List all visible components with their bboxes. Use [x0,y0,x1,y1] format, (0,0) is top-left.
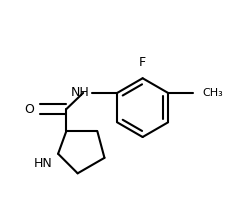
Text: CH₃: CH₃ [202,88,223,98]
Text: NH: NH [71,86,90,99]
Text: O: O [24,103,34,116]
Text: HN: HN [34,157,52,170]
Text: F: F [139,56,146,69]
